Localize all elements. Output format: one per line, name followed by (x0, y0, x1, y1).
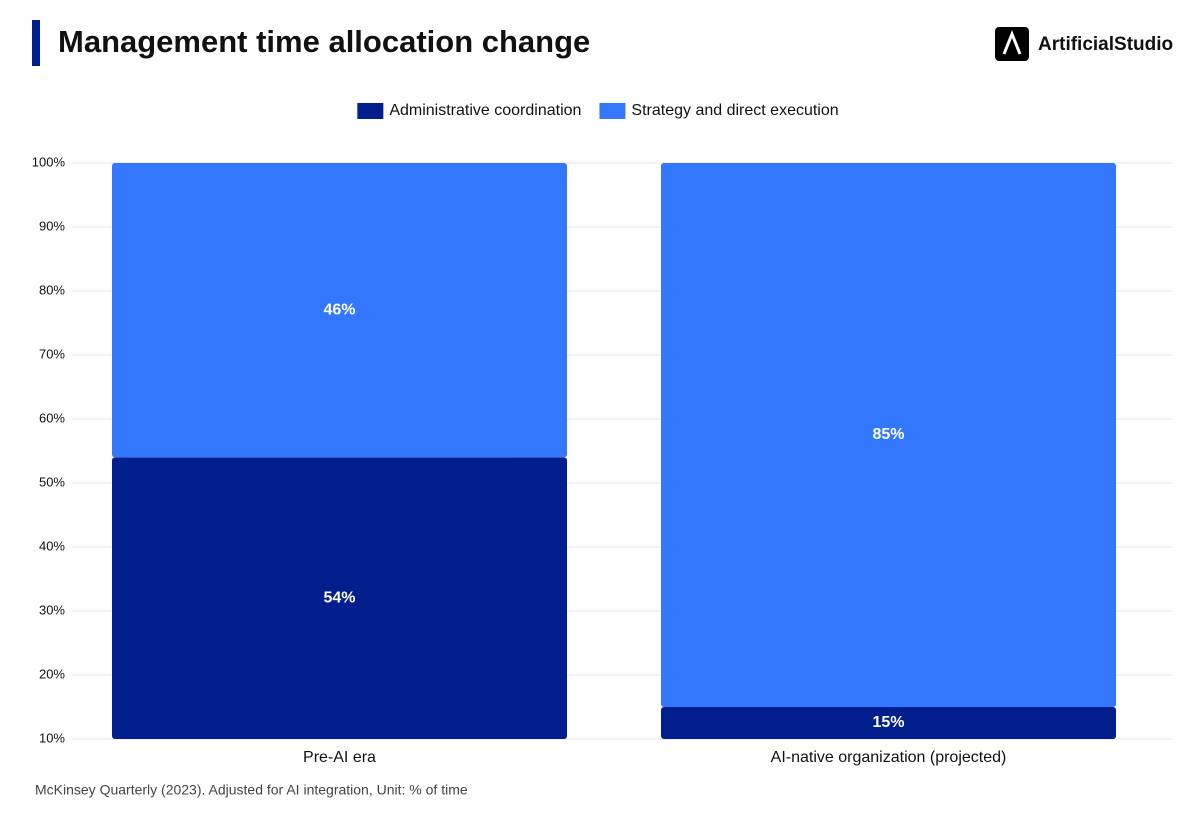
y-tick-label: 40% (39, 538, 65, 553)
source-note: McKinsey Quarterly (2023). Adjusted for … (35, 782, 468, 798)
y-tick-label: 60% (39, 410, 65, 425)
bar-segment (112, 163, 567, 458)
bar-segment (661, 163, 1116, 707)
y-tick-label: 100% (32, 154, 66, 169)
data-label: 15% (872, 714, 904, 731)
logo-glyph (1002, 29, 1022, 55)
bar-segment (661, 707, 1116, 739)
y-tick-label: 80% (39, 282, 65, 297)
brand: ArtificialStudio (1038, 34, 1173, 55)
legend-label: Strategy and direct execution (631, 102, 838, 119)
data-label: 85% (872, 426, 904, 443)
legend-swatch (357, 103, 384, 119)
legend-swatch (599, 103, 626, 119)
title-accent (32, 20, 40, 66)
y-tick-label: 30% (39, 602, 65, 617)
data-label: 46% (323, 301, 355, 318)
y-tick-label: 90% (39, 218, 65, 233)
x-tick-label: Pre-AI era (303, 749, 376, 766)
bar-segment (112, 457, 567, 739)
y-tick-label: 70% (39, 346, 65, 361)
y-tick-label: 10% (39, 730, 65, 745)
chart-title: Management time allocation change (58, 24, 590, 59)
y-tick-label: 50% (39, 474, 65, 489)
x-tick-label: AI-native organization (projected) (771, 749, 1007, 766)
legend-label: Administrative coordination (389, 102, 581, 119)
data-label: 54% (323, 589, 355, 606)
y-tick-label: 20% (39, 666, 65, 681)
